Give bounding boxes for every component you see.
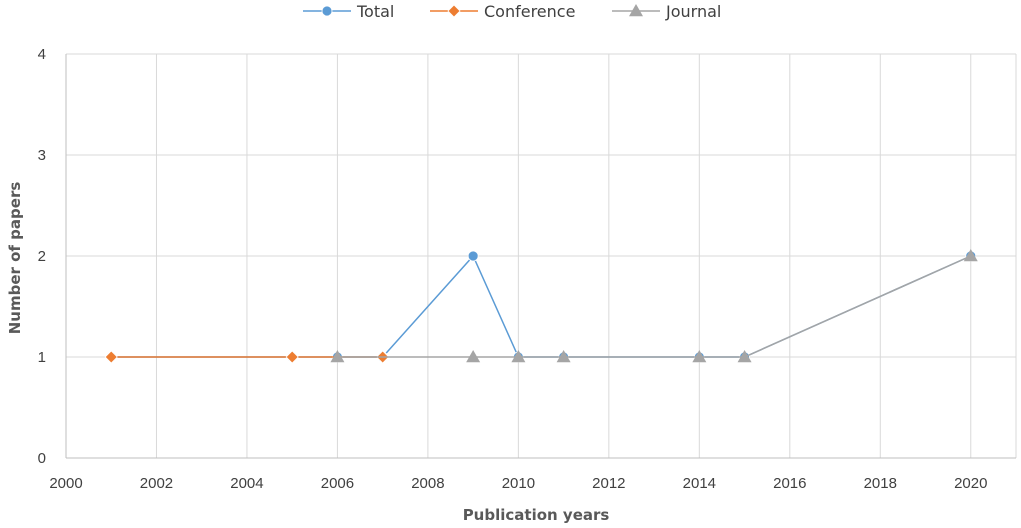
x-tick-label: 2012 — [592, 475, 625, 492]
x-tick-label: 2016 — [773, 475, 806, 492]
data-point-journal — [737, 350, 752, 363]
gridlines — [66, 53, 1017, 458]
data-point-journal — [963, 249, 978, 262]
x-tick-label: 2004 — [230, 475, 263, 492]
legend-marker-conference — [447, 4, 461, 18]
legend-item-total: Total — [303, 2, 394, 21]
x-axis-title: Publication years — [463, 506, 610, 524]
legend-item-journal: Journal — [612, 2, 721, 21]
data-point-journal — [466, 350, 481, 363]
data-point-journal — [511, 350, 526, 363]
data-point-journal — [692, 350, 707, 363]
x-tick-label: 2000 — [49, 475, 82, 492]
x-tick-label: 2020 — [954, 475, 987, 492]
y-tick-label: 1 — [38, 349, 46, 366]
x-tick-label: 2010 — [502, 475, 535, 492]
x-tick-label: 2018 — [864, 475, 897, 492]
legend-marker-total — [321, 5, 333, 17]
legend: Total Conference Journal — [303, 2, 721, 21]
legend-label-total: Total — [356, 2, 394, 21]
legend-marker-journal — [629, 4, 643, 17]
series-line-journal — [337, 255, 972, 358]
series-line-total — [111, 254, 972, 358]
legend-item-conference: Conference — [430, 2, 575, 21]
data-point-conference — [285, 350, 299, 364]
x-tick-label: 2002 — [140, 475, 173, 492]
series-layer — [104, 249, 978, 364]
data-point-total — [467, 250, 479, 262]
data-point-journal — [556, 350, 571, 363]
data-point-conference — [104, 350, 118, 364]
x-tick-label: 2014 — [683, 475, 716, 492]
y-tick-label: 2 — [38, 248, 46, 265]
y-tick-label: 0 — [38, 450, 46, 467]
y-axis-title: Number of papers — [6, 182, 24, 335]
legend-label-journal: Journal — [665, 2, 721, 21]
data-point-journal — [330, 350, 345, 363]
axes: 2000 2002 2004 2006 2008 2010 2012 2014 2016 2018… — [38, 46, 1016, 492]
legend-label-conference: Conference — [484, 2, 575, 21]
y-tick-label: 4 — [38, 46, 46, 63]
y-tick-label: 3 — [38, 147, 46, 164]
x-tick-label: 2006 — [321, 475, 354, 492]
series-journal — [330, 249, 978, 363]
series-total — [105, 250, 977, 363]
x-tick-label: 2008 — [411, 475, 444, 492]
